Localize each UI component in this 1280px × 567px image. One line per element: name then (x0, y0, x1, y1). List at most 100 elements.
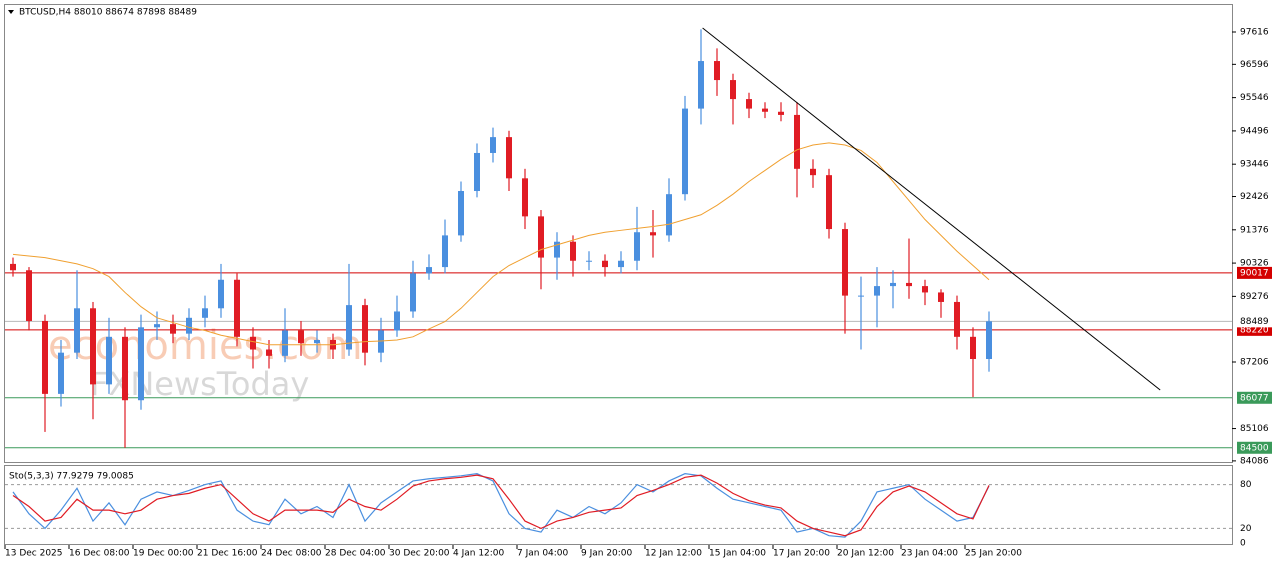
candle-body (522, 178, 528, 217)
x-tick-label: 20 Jan 12:00 (837, 549, 894, 559)
candle-body (826, 175, 832, 230)
price-tag (1237, 315, 1272, 328)
candle-body (10, 263, 16, 271)
candle-body (554, 241, 560, 258)
indicator-title: Sto(5,3,3) 77.9279 79.0085 (9, 472, 134, 482)
candle-body (650, 232, 656, 236)
candle-body (906, 282, 912, 287)
candle-body (314, 339, 320, 344)
candle-body (970, 336, 976, 360)
main-frame (4, 4, 1233, 463)
candle-body (138, 327, 144, 401)
x-tick-label: 19 Dec 00:00 (133, 549, 194, 559)
price-tag (1237, 266, 1272, 279)
x-tick-label: 15 Jan 04:00 (709, 549, 766, 559)
candle-body (698, 61, 704, 109)
candle-body (154, 324, 160, 328)
candle-body (746, 99, 752, 109)
x-tick-label: 28 Dec 04:00 (325, 549, 386, 559)
y-tick-label: 80 (1240, 480, 1252, 490)
candle-body (586, 260, 592, 262)
menu-arrow[interactable] (8, 10, 14, 14)
y-tick-label: 93446 (1240, 160, 1269, 170)
y-tick-label: 97616 (1240, 28, 1269, 38)
y-tick-label: 85106 (1240, 424, 1269, 434)
x-tick-label: 9 Jan 20:00 (581, 549, 633, 559)
y-tick-label: 91376 (1240, 225, 1269, 235)
candle-body (26, 270, 32, 321)
candle-body (458, 191, 464, 236)
x-tick-label: 4 Jan 12:00 (453, 549, 505, 559)
candle-body (986, 321, 992, 360)
moving-average (12, 142, 990, 346)
y-tick-label: 84086 (1240, 456, 1269, 466)
candle-body (250, 336, 256, 350)
candle-body (42, 320, 48, 394)
x-tick-label: 24 Dec 08:00 (261, 549, 322, 559)
candle-body (346, 305, 352, 350)
stochastic-line (12, 474, 990, 537)
candle-body (778, 111, 784, 115)
candle-body (762, 108, 768, 112)
candle-body (170, 324, 176, 334)
y-tick-label: 92426 (1240, 192, 1269, 202)
price-tag-label: 84500 (1240, 443, 1269, 453)
y-tick-label: 87206 (1240, 357, 1269, 367)
candle-body (618, 260, 624, 268)
candle-body (394, 311, 400, 331)
candle-body (90, 308, 96, 385)
x-tick-label: 13 Dec 2025 (5, 549, 63, 559)
candle-body (810, 168, 816, 176)
candle-body (234, 279, 240, 337)
candle-body (362, 305, 368, 353)
candle-body (298, 330, 304, 344)
candle-body (474, 152, 480, 192)
candle-body (954, 301, 960, 337)
candle-body (106, 336, 112, 385)
candle-body (410, 273, 416, 312)
chart-title: BTCUSD,H4 88010 88674 87898 88489 (19, 8, 197, 18)
x-tick-label: 16 Dec 08:00 (69, 549, 130, 559)
candle-body (506, 137, 512, 179)
candle-body (426, 267, 432, 274)
candle-body (874, 286, 880, 296)
x-tick-label: 25 Jan 20:00 (965, 549, 1022, 559)
candle-body (858, 295, 864, 297)
candle-body (634, 232, 640, 261)
price-tag (1237, 391, 1272, 404)
x-tick-label: 7 Jan 04:00 (517, 549, 569, 559)
candle-body (74, 308, 80, 353)
candle-body (794, 114, 800, 169)
candle-body (922, 286, 928, 293)
candle-body (58, 352, 64, 394)
candle-body (378, 330, 384, 353)
candle-body (442, 235, 448, 268)
y-tick-label: 89276 (1240, 292, 1269, 302)
candle-body (842, 229, 848, 296)
price-tag-label: 88489 (1240, 317, 1269, 327)
candle-body (202, 308, 208, 318)
x-tick-label: 12 Jan 12:00 (645, 549, 702, 559)
candle-body (714, 61, 720, 81)
candle-body (538, 216, 544, 258)
candle-body (570, 241, 576, 261)
price-tag-label: 88220 (1240, 325, 1269, 335)
candle-body (122, 336, 128, 401)
candle-body (186, 317, 192, 334)
candle-body (682, 108, 688, 195)
candle-body (490, 137, 496, 153)
candle-body (266, 349, 272, 356)
x-tick-label: 30 Dec 20:00 (389, 549, 450, 559)
candle-body (666, 194, 672, 236)
trendline (702, 27, 1161, 391)
y-tick-label: 96596 (1240, 60, 1269, 70)
y-tick-label: 95546 (1240, 93, 1269, 103)
candle-body (938, 292, 944, 302)
x-tick-label: 21 Dec 16:00 (197, 549, 258, 559)
price-tag (1237, 441, 1272, 454)
price-tag-label: 90017 (1240, 268, 1269, 278)
y-tick-label: 90326 (1240, 259, 1269, 269)
candle-body (890, 282, 896, 287)
